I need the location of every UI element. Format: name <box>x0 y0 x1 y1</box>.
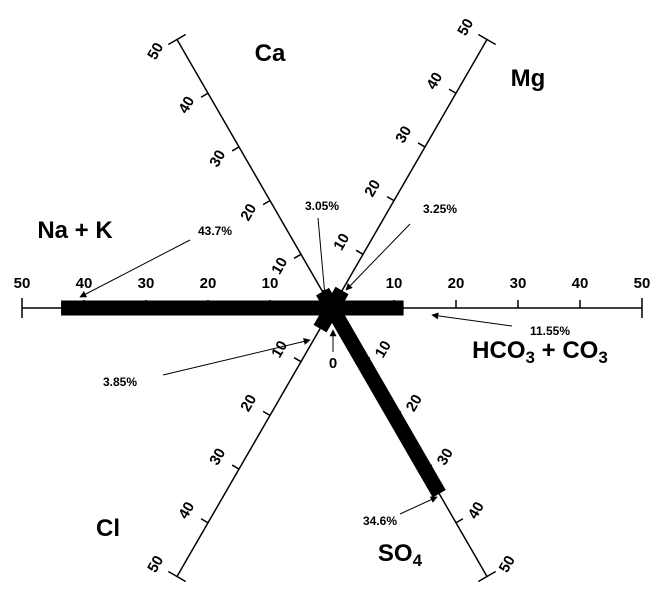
tick-label: 10 <box>372 338 395 361</box>
value-label: 3.85% <box>103 375 137 389</box>
tick-mark <box>262 410 271 417</box>
annotation-arrow <box>317 217 328 297</box>
tick-label: 20 <box>403 392 426 415</box>
tick-label: 20 <box>448 275 465 292</box>
tick-label: 10 <box>262 275 279 292</box>
tick-mark <box>417 142 426 148</box>
center-hub <box>317 293 347 323</box>
tick-label: 10 <box>386 275 403 292</box>
tick-label: 10 <box>268 338 291 361</box>
tick-label: 10 <box>268 255 291 278</box>
tick-mark <box>477 33 497 46</box>
bar <box>325 304 446 498</box>
annotation-arrow <box>431 312 513 327</box>
axis-name: Cl <box>96 515 120 542</box>
tick-label: 10 <box>330 231 353 254</box>
tick-label: 40 <box>175 93 198 116</box>
tick-label: 30 <box>434 445 457 468</box>
tick-mark <box>231 464 240 470</box>
value-label: 11.55% <box>530 324 570 338</box>
value-label: 3.25% <box>423 202 457 216</box>
tick-label: 50 <box>144 40 167 63</box>
tick-label: 20 <box>200 275 217 292</box>
tick-mark <box>455 518 464 524</box>
value-label: 3.05% <box>305 199 339 213</box>
annotation-arrow <box>345 223 411 291</box>
origin-tick-label: 0 <box>329 355 337 372</box>
tick-mark <box>200 518 209 524</box>
tick-label: 40 <box>465 499 488 522</box>
tick-label: 30 <box>138 275 155 292</box>
annotation-arrow <box>399 496 438 515</box>
axis-line <box>331 39 488 309</box>
tick-label: 20 <box>361 177 384 200</box>
tick-label: 40 <box>423 69 446 92</box>
tick-label: 40 <box>572 275 589 292</box>
tick-label: 20 <box>237 392 260 415</box>
tick-mark <box>167 33 187 46</box>
tick-label: 20 <box>237 201 260 224</box>
tick-label: 50 <box>14 275 31 292</box>
axis-name: HCO3 + CO3 <box>472 337 608 367</box>
tick-label: 30 <box>206 445 229 468</box>
tick-label: 50 <box>634 275 651 292</box>
tick-mark <box>355 249 364 255</box>
tick-label: 50 <box>496 553 519 576</box>
tick-mark <box>231 146 240 152</box>
tick-label: 30 <box>206 147 229 170</box>
tick-mark <box>386 195 395 202</box>
tick-label: 50 <box>144 553 167 576</box>
axis-name: SO4 <box>378 540 423 570</box>
tick-mark <box>200 92 209 98</box>
tick-label: 50 <box>454 16 477 39</box>
tick-mark <box>262 199 271 206</box>
value-label: 34.6% <box>363 514 397 528</box>
tick-mark <box>477 570 497 583</box>
axis-name: Na + K <box>37 217 113 244</box>
value-label: 43.7% <box>198 224 232 238</box>
axis-line <box>176 39 333 309</box>
tick-mark <box>167 570 187 583</box>
annotation-arrow <box>79 239 191 298</box>
axis-line <box>176 307 333 577</box>
annotation-arrow <box>162 338 311 376</box>
tick-label: 40 <box>76 275 93 292</box>
tick-mark <box>293 253 302 259</box>
tick-label: 30 <box>392 123 415 146</box>
tick-mark <box>293 357 302 363</box>
axis-name: Mg <box>511 65 546 92</box>
tick-mark <box>448 88 457 94</box>
tick-label: 40 <box>175 499 198 522</box>
axis-name: Ca <box>255 40 286 67</box>
tick-label: 30 <box>510 275 527 292</box>
